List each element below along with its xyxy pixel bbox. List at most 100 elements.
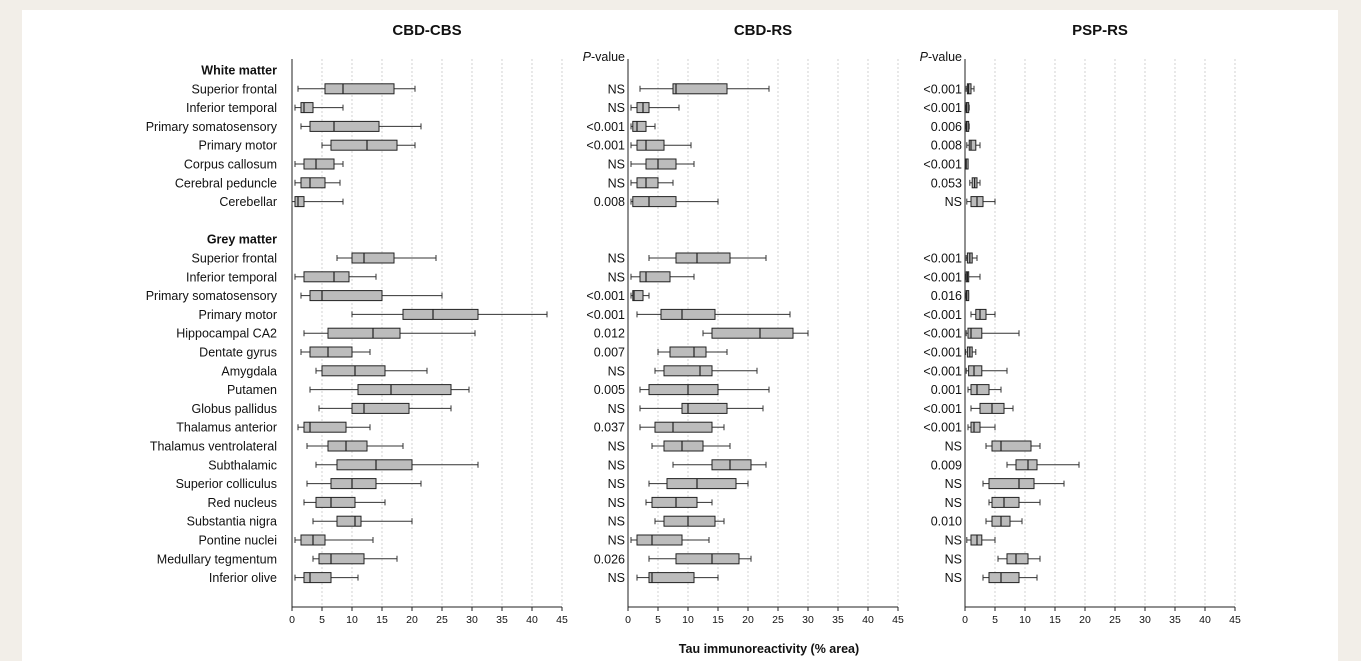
pvalue-label: NS (945, 477, 962, 491)
box-iqr (654, 421, 713, 433)
pvalue-label: <0.001 (923, 364, 962, 378)
pvalue-label: NS (945, 440, 962, 454)
x-tick-label: 30 (802, 614, 814, 626)
box-iqr (632, 120, 647, 132)
x-tick-label: 45 (1229, 614, 1241, 626)
box-iqr (1015, 459, 1038, 471)
x-tick-label: 15 (1049, 614, 1061, 626)
box-iqr (303, 421, 347, 433)
box-iqr (970, 421, 981, 433)
x-tick-label: 5 (655, 614, 661, 626)
pvalue-label: NS (945, 195, 962, 209)
x-tick-label: 45 (556, 614, 568, 626)
box-iqr (303, 572, 332, 584)
box-iqr (970, 384, 990, 396)
x-tick-label: 10 (1019, 614, 1031, 626)
pvalue-label: NS (608, 496, 625, 510)
box-iqr (636, 534, 683, 546)
x-tick-label: 5 (992, 614, 998, 626)
x-tick-label: 35 (496, 614, 508, 626)
pvalue-header: P-value (583, 50, 625, 64)
panel-title: PSP-RS (1072, 22, 1128, 39)
region-label: Primary motor (199, 139, 277, 153)
pvalue-label: <0.001 (923, 402, 962, 416)
box-iqr (300, 102, 314, 114)
pvalue-label: NS (608, 477, 625, 491)
box-iqr (402, 308, 479, 320)
x-tick-label: 0 (962, 614, 968, 626)
box-iqr (968, 365, 983, 377)
x-tick-label: 35 (1169, 614, 1181, 626)
box-iqr (303, 271, 350, 283)
box-iqr (330, 139, 398, 151)
x-tick-label: 25 (436, 614, 448, 626)
pvalue-label: <0.001 (923, 327, 962, 341)
box-iqr (675, 553, 740, 565)
box-iqr (991, 440, 1032, 452)
pvalue-label: NS (608, 158, 625, 172)
box-iqr (351, 252, 395, 264)
box-iqr (988, 478, 1035, 490)
region-label: Medullary tegmentum (157, 552, 277, 566)
x-tick-label: 20 (742, 614, 754, 626)
box-iqr (975, 308, 987, 320)
pvalue-label: NS (608, 82, 625, 96)
box-iqr (675, 252, 731, 264)
region-label: Inferior olive (209, 571, 277, 585)
pvalue-label: NS (945, 496, 962, 510)
pvalue-label: <0.001 (923, 158, 962, 172)
pvalue-label: NS (608, 101, 625, 115)
x-tick-label: 40 (1199, 614, 1211, 626)
tau-boxplot-chart: White matter Superior frontal Inferior tem… (146, 22, 1241, 656)
pvalue-label: <0.001 (923, 308, 962, 322)
region-label: Cerebellar (219, 195, 277, 209)
region-label: Thalamus ventrolateral (150, 440, 277, 454)
box-iqr (327, 440, 368, 452)
box-iqr (639, 271, 671, 283)
x-tick-label: 10 (682, 614, 694, 626)
region-label: Thalamus anterior (176, 421, 277, 435)
box-iqr (966, 83, 972, 95)
pvalue-label: NS (608, 571, 625, 585)
pvalue-label: <0.001 (923, 346, 962, 360)
box-iqr (681, 402, 728, 414)
box-iqr (651, 496, 698, 508)
x-tick-label: 0 (289, 614, 295, 626)
box-iqr (632, 196, 677, 208)
pvalue-label: 0.012 (594, 327, 625, 341)
panel-title: CBD-CBS (392, 22, 461, 39)
region-label: Substantia nigra (187, 515, 277, 529)
box-iqr (660, 308, 716, 320)
box-iqr (988, 572, 1020, 584)
box-iqr (991, 496, 1020, 508)
box-iqr (309, 120, 380, 132)
pvalue-label: 0.053 (931, 176, 962, 190)
pvalue-label: <0.001 (586, 289, 625, 303)
pvalue-label: <0.001 (586, 308, 625, 322)
group-label: Grey matter (207, 233, 277, 247)
region-label: Dentate gyrus (199, 346, 277, 360)
pvalue-label: NS (608, 440, 625, 454)
region-label: Superior colliculus (176, 477, 277, 491)
box-iqr (351, 402, 410, 414)
pvalue-label: <0.001 (586, 139, 625, 153)
group-label: White matter (201, 64, 277, 78)
region-label: Primary motor (199, 308, 277, 322)
box-iqr (327, 327, 401, 339)
region-label: Primary somatosensory (146, 289, 278, 303)
box-iqr (968, 139, 977, 151)
region-label: Primary somatosensory (146, 120, 278, 134)
pvalue-label: NS (945, 571, 962, 585)
box-iqr (648, 572, 695, 584)
box-iqr (672, 83, 728, 95)
pvalue-label: <0.001 (923, 101, 962, 115)
pvalue-label: 0.010 (931, 515, 962, 529)
pvalue-label: <0.001 (923, 421, 962, 435)
pvalue-label: 0.037 (594, 421, 625, 435)
box-iqr (711, 459, 752, 471)
region-label: Putamen (227, 383, 277, 397)
pvalue-label: 0.008 (931, 139, 962, 153)
box-iqr (711, 327, 794, 339)
box-iqr (309, 290, 383, 302)
box-iqr (300, 177, 326, 189)
